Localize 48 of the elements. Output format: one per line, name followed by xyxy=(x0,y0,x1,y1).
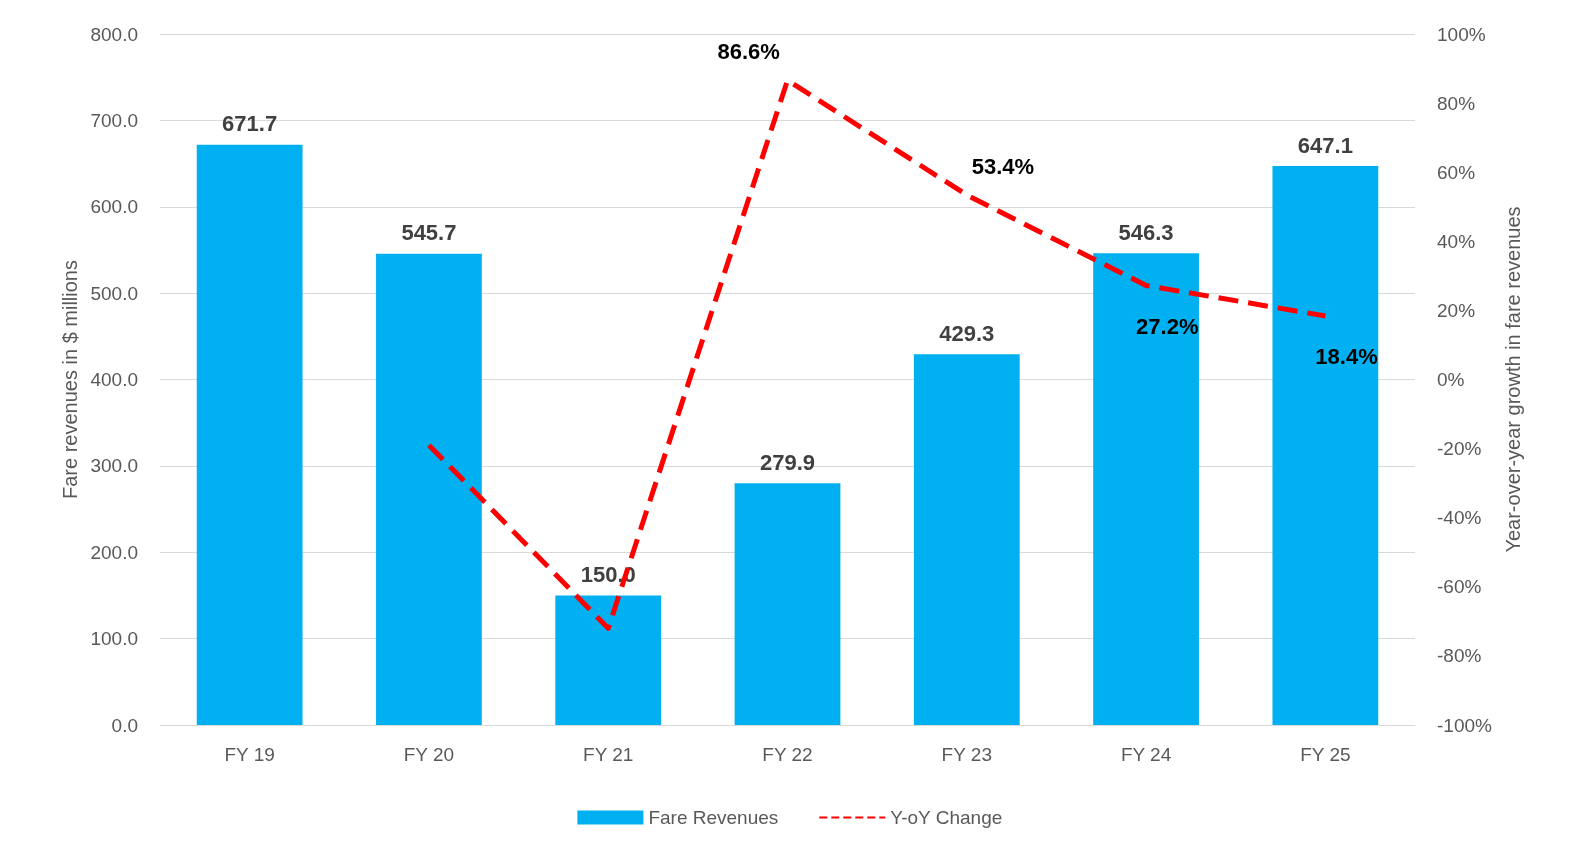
y2-tick-label: 0% xyxy=(1437,369,1465,390)
y2-tick-label: 60% xyxy=(1437,161,1476,183)
x-tick-label: FY 22 xyxy=(762,744,813,765)
x-tick-label: FY 20 xyxy=(403,744,455,765)
y-tick-label: 100.0 xyxy=(90,628,138,650)
y-tick-label: 800.0 xyxy=(90,23,138,45)
y-tick-label: 0.0 xyxy=(111,714,138,736)
x-tick-label: FY 19 xyxy=(224,744,275,765)
bar xyxy=(913,354,1020,725)
bar xyxy=(734,483,841,725)
data-label: 27.2% xyxy=(1136,314,1199,340)
legend-label: Fare Revenues xyxy=(648,807,779,828)
y2-tick-label: -60% xyxy=(1437,576,1482,598)
y2-tick-label: -80% xyxy=(1437,645,1482,667)
y-tick-label: 600.0 xyxy=(90,196,138,218)
y2-tick-label: -100% xyxy=(1437,714,1493,736)
x-tick-label: FY 21 xyxy=(583,744,634,765)
data-label: 545.7 xyxy=(401,220,457,246)
x-tick-label: FY 23 xyxy=(941,744,992,765)
y-tick-label: 500.0 xyxy=(90,282,138,304)
y2-tick-label: -20% xyxy=(1437,438,1482,460)
y2-tick-label: 40% xyxy=(1437,230,1476,252)
bar xyxy=(376,253,482,725)
data-label: 647.1 xyxy=(1297,132,1353,158)
data-label: 429.3 xyxy=(939,320,995,346)
x-tick-label: FY 24 xyxy=(1120,744,1172,765)
y-tick-label: 700.0 xyxy=(90,109,138,131)
y-tick-label: 200.0 xyxy=(90,541,138,563)
data-label: 86.6% xyxy=(717,38,780,64)
y-axis-title: Fare revenues in $ millions xyxy=(58,260,81,499)
bar xyxy=(196,144,303,725)
data-label: 546.3 xyxy=(1118,219,1174,245)
data-label: 53.4% xyxy=(971,153,1035,179)
x-tick-label: FY 25 xyxy=(1300,744,1351,765)
y2-tick-label: 20% xyxy=(1437,299,1476,321)
bar xyxy=(1272,166,1379,725)
y-tick-label: 400.0 xyxy=(90,369,138,390)
data-label: 279.9 xyxy=(759,449,816,475)
y2-tick-label: 80% xyxy=(1437,92,1476,114)
y2-tick-label: 100% xyxy=(1437,23,1486,45)
data-label: 671.7 xyxy=(222,111,278,137)
bar xyxy=(555,595,662,725)
y2-tick-label: -40% xyxy=(1437,507,1482,529)
y2-axis-title: Year-over-year growth in fare revenues xyxy=(1501,206,1524,553)
data-label: 18.4% xyxy=(1315,344,1378,370)
bar xyxy=(1093,253,1199,725)
legend-label: Y-oY Change xyxy=(890,807,1003,828)
y-tick-label: 300.0 xyxy=(90,455,138,477)
